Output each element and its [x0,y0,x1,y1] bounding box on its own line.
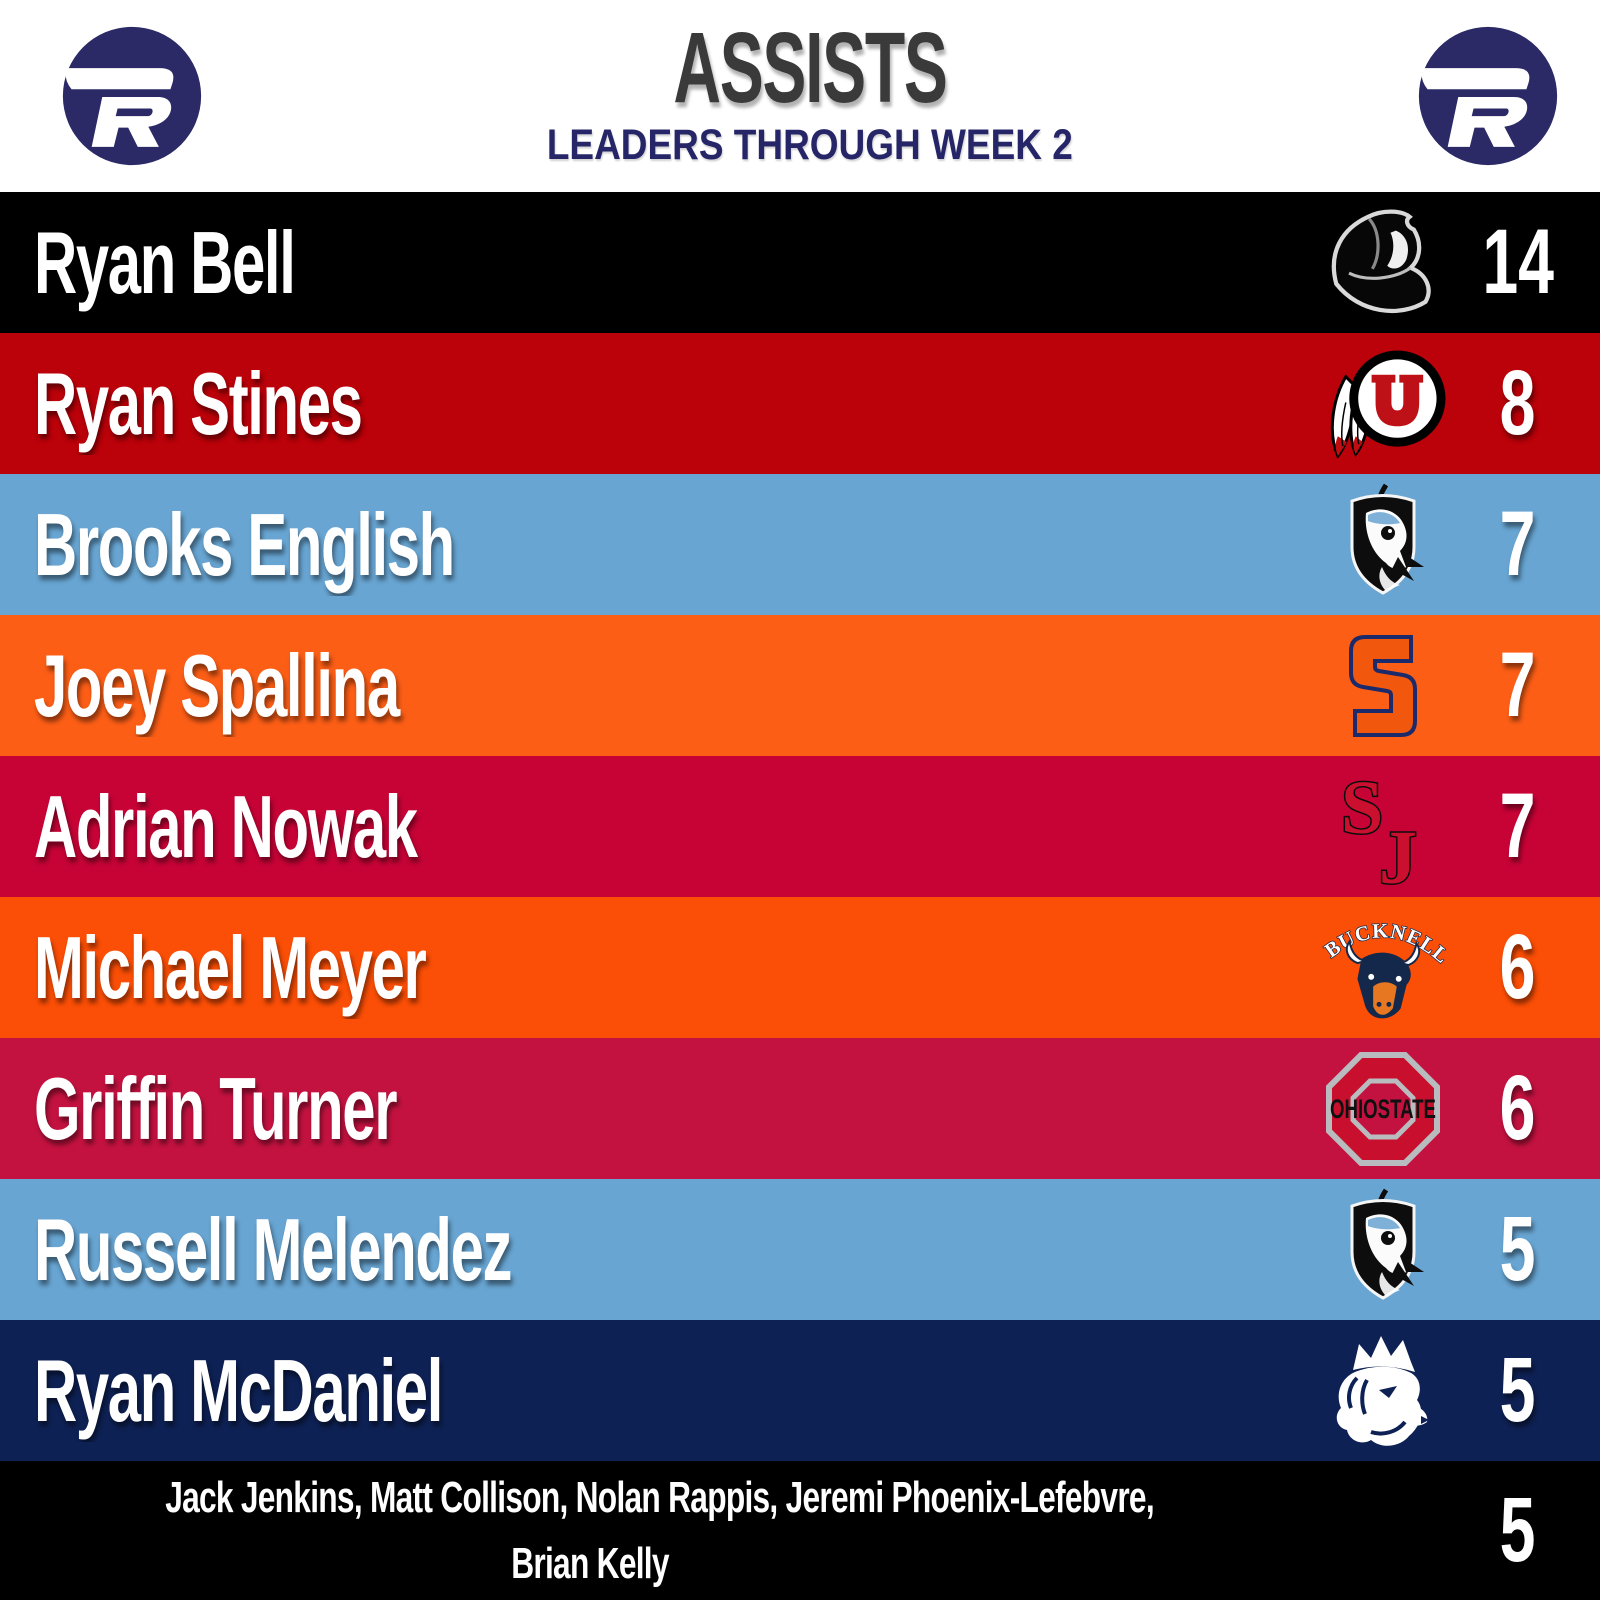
assists-value: 7 [1500,775,1536,877]
r-logo-icon [60,24,204,168]
player-name: Adrian Nowak [34,776,418,876]
leaderboard-row: Brooks English 7 [0,474,1600,615]
assists-value: 7 [1500,493,1536,595]
leaderboard-row: Ryan Stines 8 [0,333,1600,474]
queens-royals-logo-icon [1308,1320,1458,1461]
tied-players-line2: Brian Kelly [511,1538,669,1588]
assists-value: 6 [1500,1057,1536,1159]
svg-text:S: S [1341,766,1383,850]
assists-value: 5 [1500,1198,1536,1300]
leaderboard-row-tied-group: Jack Jenkins, Matt Collison, Nolan Rappi… [0,1461,1600,1600]
assists-value: 14 [1482,211,1554,313]
svg-text:J: J [1379,816,1417,891]
svg-text:OHIOSTATE: OHIOSTATE [1330,1094,1436,1124]
johns-hopkins-blue-jays-logo-icon [1308,474,1458,615]
leaderboard-row: Michael Meyer BUCKNELL 6 [0,897,1600,1038]
johns-hopkins-blue-jays-logo-icon [1308,1179,1458,1320]
player-name: Brooks English [34,494,455,594]
assists-value: 5 [1500,1479,1536,1581]
leaderboard-row: Ryan Bell 14 [0,192,1600,333]
leaderboard-row: Joey Spallina 7 [0,615,1600,756]
utah-utes-logo-icon [1308,333,1458,474]
leaderboard-row: Griffin Turner OHIOSTATE 6 [0,1038,1600,1179]
leaderboard-row: Adrian Nowak S J 7 [0,756,1600,897]
ohio-state-buckeyes-logo-icon: OHIOSTATE [1308,1038,1458,1179]
assists-value: 8 [1500,352,1536,454]
tied-players-names: Jack Jenkins, Matt Collison, Nolan Rappi… [0,1465,1180,1597]
player-name: Ryan Stines [34,353,363,453]
providence-friars-logo-icon [1308,192,1458,333]
assists-value: 7 [1500,634,1536,736]
syracuse-orange-logo-icon [1308,615,1458,756]
header: ASSISTS LEADERS THROUGH WEEK 2 [0,0,1600,192]
player-name: Ryan McDaniel [34,1340,443,1440]
player-name: Russell Melendez [34,1199,512,1299]
header-titles: ASSISTS LEADERS THROUGH WEEK 2 [204,16,1416,170]
page-title: ASSISTS [673,12,947,124]
leaderboard-row: Russell Melendez 5 [0,1179,1600,1320]
page-subtitle: LEADERS THROUGH WEEK 2 [547,121,1073,169]
assists-value: 6 [1500,916,1536,1018]
player-name: Joey Spallina [34,635,400,735]
assists-value: 5 [1500,1339,1536,1441]
tied-players-line1: Jack Jenkins, Matt Collison, Nolan Rappi… [165,1472,1154,1522]
player-name: Michael Meyer [34,917,427,1017]
player-name: Ryan Bell [34,212,296,312]
st-johns-red-storm-logo-icon: S J [1308,756,1458,897]
r-logo-icon [1416,24,1560,168]
bucknell-bison-logo-icon: BUCKNELL [1308,897,1458,1038]
player-name: Griffin Turner [34,1058,398,1158]
leaderboard-row: Ryan McDaniel 5 [0,1320,1600,1461]
